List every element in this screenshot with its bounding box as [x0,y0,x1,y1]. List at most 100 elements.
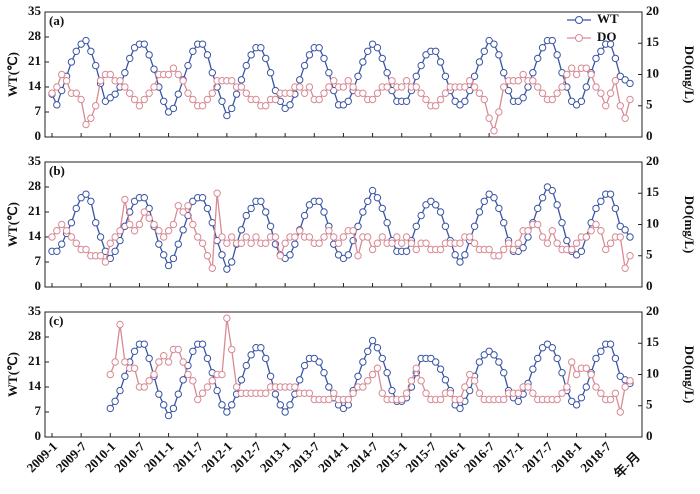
data-point [597,197,605,205]
data-point [500,83,508,91]
x-tick-label: 2011-1 [141,439,177,475]
y2-tick-label: 15 [646,184,660,199]
y-axis-label: WT(℃) [5,202,20,247]
data-point [208,264,216,272]
x-tick-label: 2018-7 [577,438,614,475]
data-point [179,376,187,384]
data-point [572,370,581,379]
data-point [160,352,168,360]
data-point [237,226,246,234]
data-point [349,227,357,235]
data-point [77,194,85,202]
data-point [422,51,430,59]
data-point [456,239,464,247]
legend-marker [575,34,583,42]
data-point [92,102,100,110]
data-point [145,89,153,97]
data-point [553,239,561,247]
data-point [58,70,66,79]
data-point [140,208,148,216]
data-point [611,204,620,213]
data-point [325,83,333,91]
data-point [456,395,464,404]
data-point [378,54,386,63]
data-point [354,252,362,260]
data-point [213,386,221,395]
data-point [203,204,212,213]
data-point [145,354,153,363]
panel-label: (b) [49,163,65,178]
data-point [456,404,464,413]
data-point [621,226,629,234]
data-point [373,364,382,372]
data-point [592,54,600,63]
data-point [135,220,144,229]
data-point [373,344,382,352]
data-point [305,51,314,59]
data-point [339,404,348,413]
data-point [368,95,377,104]
data-point [616,72,624,80]
data-point [543,239,552,247]
y2-tick-label: 10 [646,65,659,80]
data-point [179,226,187,234]
data-point [402,233,411,241]
data-point [529,69,537,77]
data-point [577,97,586,105]
data-point [58,240,66,248]
data-point [378,233,386,241]
data-point [87,114,95,122]
data-point [179,77,187,85]
data-point [130,364,139,372]
data-point [174,90,182,98]
data-point [534,354,542,363]
data-point [543,183,552,191]
data-point [524,227,532,235]
data-point [402,97,411,105]
data-point [490,127,498,135]
data-point [189,220,197,229]
data-point [577,247,586,255]
data-point [412,245,420,254]
x-tick-label: 2012-1 [198,439,235,476]
data-point [96,233,105,241]
data-point [198,389,207,397]
x-tick-label: 2014-1 [315,439,352,476]
data-point [417,89,425,97]
data-point [77,95,85,104]
data-point [606,395,615,404]
data-point [572,70,581,79]
data-point [179,208,187,216]
data-point [359,383,367,391]
data-point [432,201,440,209]
y-tick-label: 7 [35,403,42,418]
data-point [232,383,241,391]
data-point [106,370,114,379]
data-point [398,83,406,91]
x-tick-label: 2013-1 [257,439,294,476]
data-point [572,401,581,409]
data-point [320,208,328,216]
data-point [611,77,620,85]
data-point [339,254,348,263]
data-point [568,245,576,254]
data-point [106,94,114,102]
data-point [334,251,343,259]
data-point [121,372,129,380]
data-point [281,104,289,113]
data-point [135,102,144,110]
data-point [198,102,207,110]
data-point [208,89,216,97]
data-point [616,222,624,230]
data-point [48,89,56,97]
data-point [257,197,265,205]
data-point [130,44,139,52]
data-point [485,114,493,122]
data-point [194,395,202,404]
data-point [72,204,80,213]
data-point [359,89,367,97]
data-point [611,54,620,63]
data-point [300,61,309,70]
data-point [121,195,129,204]
